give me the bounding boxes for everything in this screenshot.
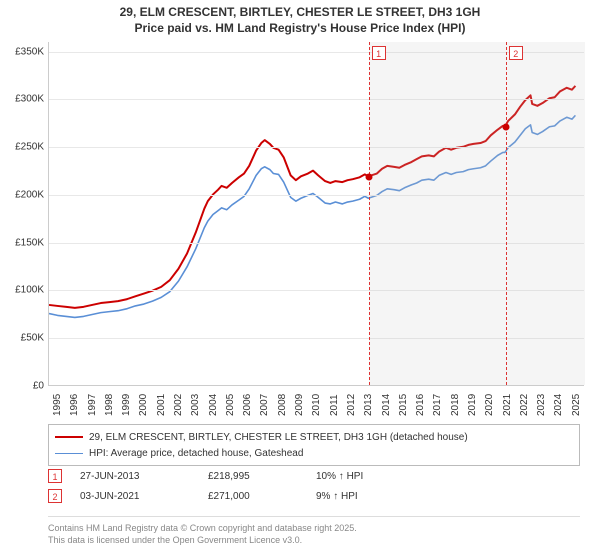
legend-item: 29, ELM CRESCENT, BIRTLEY, CHESTER LE ST…: [55, 429, 573, 445]
sale-price: £218,995: [208, 471, 298, 482]
legend-label: HPI: Average price, detached house, Gate…: [89, 448, 303, 459]
xtick-label: 1997: [87, 394, 98, 416]
xtick-label: 2005: [225, 394, 236, 416]
ytick-label: £250K: [0, 142, 44, 153]
sale-id-tag: 1: [48, 469, 62, 483]
ytick-label: £100K: [0, 285, 44, 296]
sale-pct: 9% ↑ HPI: [316, 491, 426, 502]
sale-marker-line: [369, 42, 370, 385]
xtick-label: 2015: [398, 394, 409, 416]
xtick-label: 2013: [363, 394, 374, 416]
xtick-label: 2019: [467, 394, 478, 416]
title-line-1: 29, ELM CRESCENT, BIRTLEY, CHESTER LE ST…: [0, 4, 600, 20]
ytick-label: £350K: [0, 46, 44, 57]
xtick-label: 2008: [277, 394, 288, 416]
legend: 29, ELM CRESCENT, BIRTLEY, CHESTER LE ST…: [48, 424, 580, 466]
xtick-label: 2009: [294, 394, 305, 416]
sale-marker-line: [506, 42, 507, 385]
xtick-label: 2007: [259, 394, 270, 416]
xtick-label: 1996: [69, 394, 80, 416]
legend-swatch: [55, 436, 83, 438]
sales-table: 1 27-JUN-2013 £218,995 10% ↑ HPI 2 03-JUN-202…: [48, 466, 580, 506]
xtick-label: 1998: [104, 394, 115, 416]
xtick-label: 2022: [519, 394, 530, 416]
sale-date: 03-JUN-2021: [80, 491, 190, 502]
chart-container: 29, ELM CRESCENT, BIRTLEY, CHESTER LE ST…: [0, 0, 600, 560]
sale-marker-tag: 2: [509, 46, 523, 60]
sale-price: £271,000: [208, 491, 298, 502]
title-block: 29, ELM CRESCENT, BIRTLEY, CHESTER LE ST…: [0, 0, 600, 38]
xtick-label: 2025: [571, 394, 582, 416]
legend-swatch: [55, 453, 83, 454]
xtick-label: 1995: [52, 394, 63, 416]
sale-dot: [365, 173, 372, 180]
xtick-label: 2017: [432, 394, 443, 416]
xtick-label: 2012: [346, 394, 357, 416]
shaded-region: [506, 42, 585, 385]
xtick-label: 2000: [138, 394, 149, 416]
legend-label: 29, ELM CRESCENT, BIRTLEY, CHESTER LE ST…: [89, 432, 468, 443]
xtick-label: 2010: [311, 394, 322, 416]
plot-area: 12: [48, 42, 584, 386]
legend-item: HPI: Average price, detached house, Gate…: [55, 445, 573, 461]
footer-line-2: This data is licensed under the Open Gov…: [48, 535, 580, 547]
xtick-label: 1999: [121, 394, 132, 416]
sale-row: 1 27-JUN-2013 £218,995 10% ↑ HPI: [48, 466, 580, 486]
footer-line-1: Contains HM Land Registry data © Crown c…: [48, 523, 580, 535]
ytick-label: £150K: [0, 237, 44, 248]
xtick-label: 2003: [190, 394, 201, 416]
xtick-label: 2006: [242, 394, 253, 416]
ytick-label: £0: [0, 381, 44, 392]
xtick-label: 2020: [484, 394, 495, 416]
sale-pct: 10% ↑ HPI: [316, 471, 426, 482]
title-line-2: Price paid vs. HM Land Registry's House …: [0, 20, 600, 36]
sale-id-tag: 2: [48, 489, 62, 503]
xtick-label: 2014: [381, 394, 392, 416]
xtick-label: 2021: [502, 394, 513, 416]
sale-dot: [502, 124, 509, 131]
xtick-label: 2024: [553, 394, 564, 416]
sale-marker-tag: 1: [372, 46, 386, 60]
ytick-label: £50K: [0, 333, 44, 344]
chart-area: 12 £0£50K£100K£150K£200K£250K£300K£350K1…: [8, 42, 592, 416]
xtick-label: 2018: [450, 394, 461, 416]
xtick-label: 2011: [329, 394, 340, 416]
xtick-label: 2023: [536, 394, 547, 416]
sale-date: 27-JUN-2013: [80, 471, 190, 482]
xtick-label: 2002: [173, 394, 184, 416]
xtick-label: 2001: [156, 394, 167, 416]
ytick-label: £200K: [0, 189, 44, 200]
xtick-label: 2004: [208, 394, 219, 416]
shaded-region: [369, 42, 506, 385]
sale-row: 2 03-JUN-2021 £271,000 9% ↑ HPI: [48, 486, 580, 506]
footer-attribution: Contains HM Land Registry data © Crown c…: [48, 516, 580, 546]
ytick-label: £300K: [0, 94, 44, 105]
xtick-label: 2016: [415, 394, 426, 416]
